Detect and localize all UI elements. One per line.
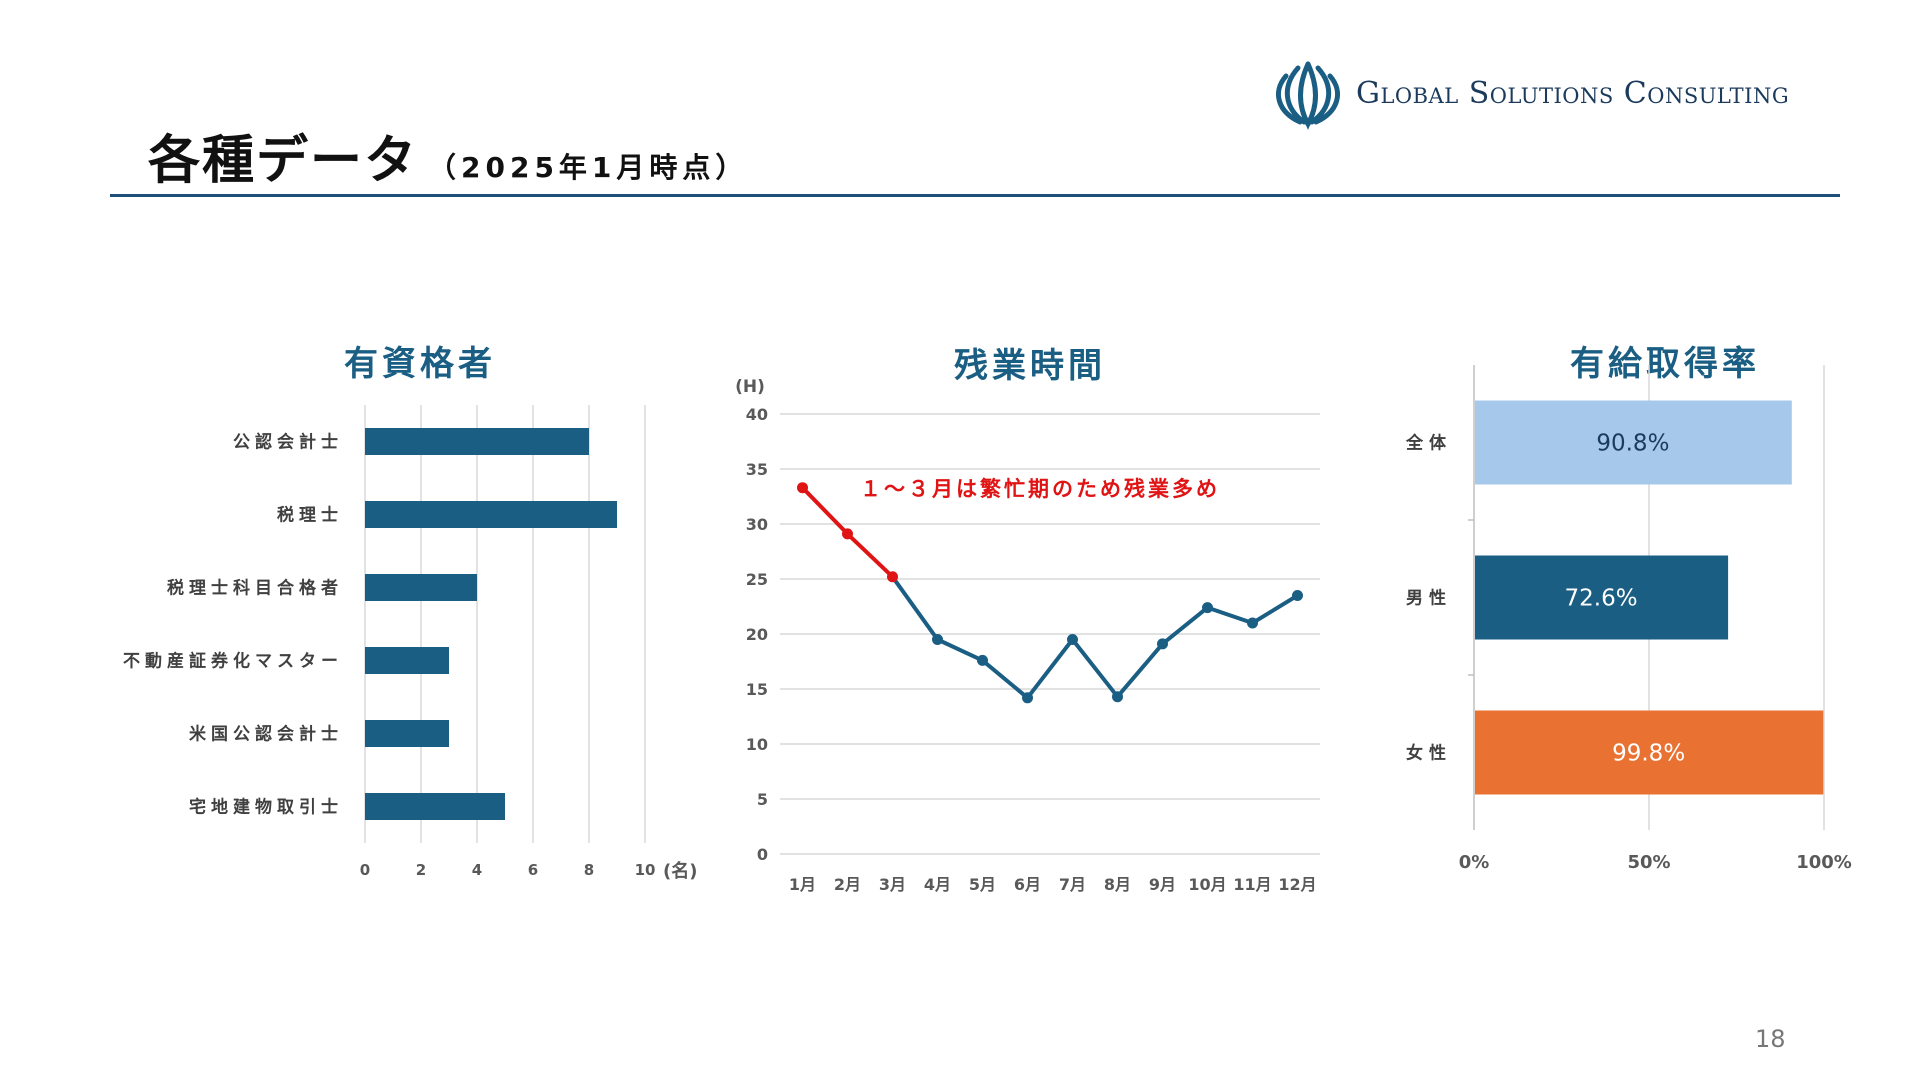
x-tick-label: 1月 xyxy=(789,875,816,894)
category-label: 税理士 xyxy=(277,505,343,526)
data-point xyxy=(1022,692,1033,704)
bar xyxy=(365,501,617,528)
x-tick-label: 12月 xyxy=(1278,875,1316,894)
qualified-staff-bar-chart: 0 2 4 6 8 10 (名) 公認会計士税理士税理士科目合格者不動産証券化マスター米国公認… xyxy=(123,405,697,882)
y-tick-label: 40 xyxy=(746,405,768,424)
category-label: 女性 xyxy=(1406,743,1452,764)
data-point xyxy=(932,634,943,645)
overtime-chart-title: 残業時間 xyxy=(954,346,1106,386)
x-tick-label: 8 xyxy=(584,861,594,879)
x-tick-label: 4月 xyxy=(924,875,951,894)
y-tick-label: 0 xyxy=(757,845,768,864)
x-tick-label: 2 xyxy=(416,861,426,879)
category-label: 不動産証券化マスター xyxy=(123,651,343,672)
y-unit-label: (H) xyxy=(735,377,765,397)
overtime-line-chart: 0 5 10 15 20 25 30 35 40 (H) 1月 2月 3月 4月 5月 6月 7月 8月 9月 10月… xyxy=(735,377,1320,894)
category-label: 全体 xyxy=(1405,433,1452,454)
x-tick-label: 0 xyxy=(360,861,370,879)
data-point xyxy=(1202,602,1213,614)
bar xyxy=(1475,400,1792,485)
x-unit-label: (名) xyxy=(663,860,697,882)
x-tick-label: 50% xyxy=(1627,852,1670,873)
data-point xyxy=(887,571,898,583)
category-label: 宅地建物取引士 xyxy=(189,797,343,818)
bar xyxy=(365,428,589,455)
x-tick-label: 9月 xyxy=(1149,875,1176,894)
bar xyxy=(365,647,449,674)
data-point xyxy=(1247,617,1258,629)
x-tick-label: 6 xyxy=(528,861,538,879)
bar xyxy=(365,720,449,747)
data-point xyxy=(842,528,853,540)
data-point xyxy=(1157,638,1168,650)
page-subtitle: （2025年1月時点） xyxy=(428,151,749,184)
x-tick-label: 8月 xyxy=(1104,875,1131,894)
y-tick-label: 35 xyxy=(746,460,768,479)
category-label: 男性 xyxy=(1406,588,1452,609)
x-tick-label: 10月 xyxy=(1188,875,1226,894)
data-point xyxy=(1292,590,1303,601)
qualified-staff-chart-title: 有資格者 xyxy=(344,344,496,384)
paid-leave-bar-chart: 0% 50% 100% 90.8% 全体 72.6% 男性 99.8% 女性 xyxy=(1405,365,1852,873)
bar xyxy=(1475,710,1824,795)
bar xyxy=(365,574,477,601)
category-label: 税理士科目合格者 xyxy=(167,578,343,599)
y-tick-label: 30 xyxy=(746,515,768,534)
data-label: 90.8% xyxy=(1596,431,1669,457)
y-tick-label: 20 xyxy=(746,625,768,644)
page-title: 各種データ xyxy=(148,131,419,191)
data-point xyxy=(1112,691,1123,703)
data-point xyxy=(977,654,988,666)
data-point xyxy=(797,482,808,494)
category-label: 公認会計士 xyxy=(233,432,343,453)
x-tick-label: 7月 xyxy=(1059,875,1086,894)
series-line xyxy=(890,575,1299,700)
title-divider xyxy=(110,194,1840,197)
category-label: 米国公認会計士 xyxy=(189,724,343,745)
bar xyxy=(365,793,505,820)
y-tick-label: 15 xyxy=(746,680,768,699)
x-tick-label: 5月 xyxy=(969,875,996,894)
data-label: 99.8% xyxy=(1612,741,1685,767)
x-tick-label: 4 xyxy=(472,861,482,879)
chart-annotation: １～３月は繁忙期のため残業多め xyxy=(860,477,1220,501)
x-tick-label: 2月 xyxy=(834,875,861,894)
x-tick-label: 6月 xyxy=(1014,875,1041,894)
y-tick-label: 25 xyxy=(746,570,768,589)
bar xyxy=(1475,555,1729,640)
x-tick-label: 3月 xyxy=(879,875,906,894)
x-tick-label: 10 xyxy=(635,861,656,879)
y-tick-label: 5 xyxy=(757,790,768,809)
data-label: 72.6% xyxy=(1565,586,1638,612)
page-number: 18 xyxy=(1755,1025,1786,1053)
x-tick-label: 11月 xyxy=(1233,875,1271,894)
paid-leave-chart-title: 有給取得率 xyxy=(1570,344,1760,384)
y-tick-label: 10 xyxy=(746,735,768,754)
x-tick-label: 0% xyxy=(1459,852,1490,873)
x-tick-label: 100% xyxy=(1796,852,1852,873)
company-logo-text: Global Solutions Consulting xyxy=(1356,76,1790,111)
data-point xyxy=(1067,634,1078,645)
globe-logo-icon xyxy=(1276,61,1340,130)
